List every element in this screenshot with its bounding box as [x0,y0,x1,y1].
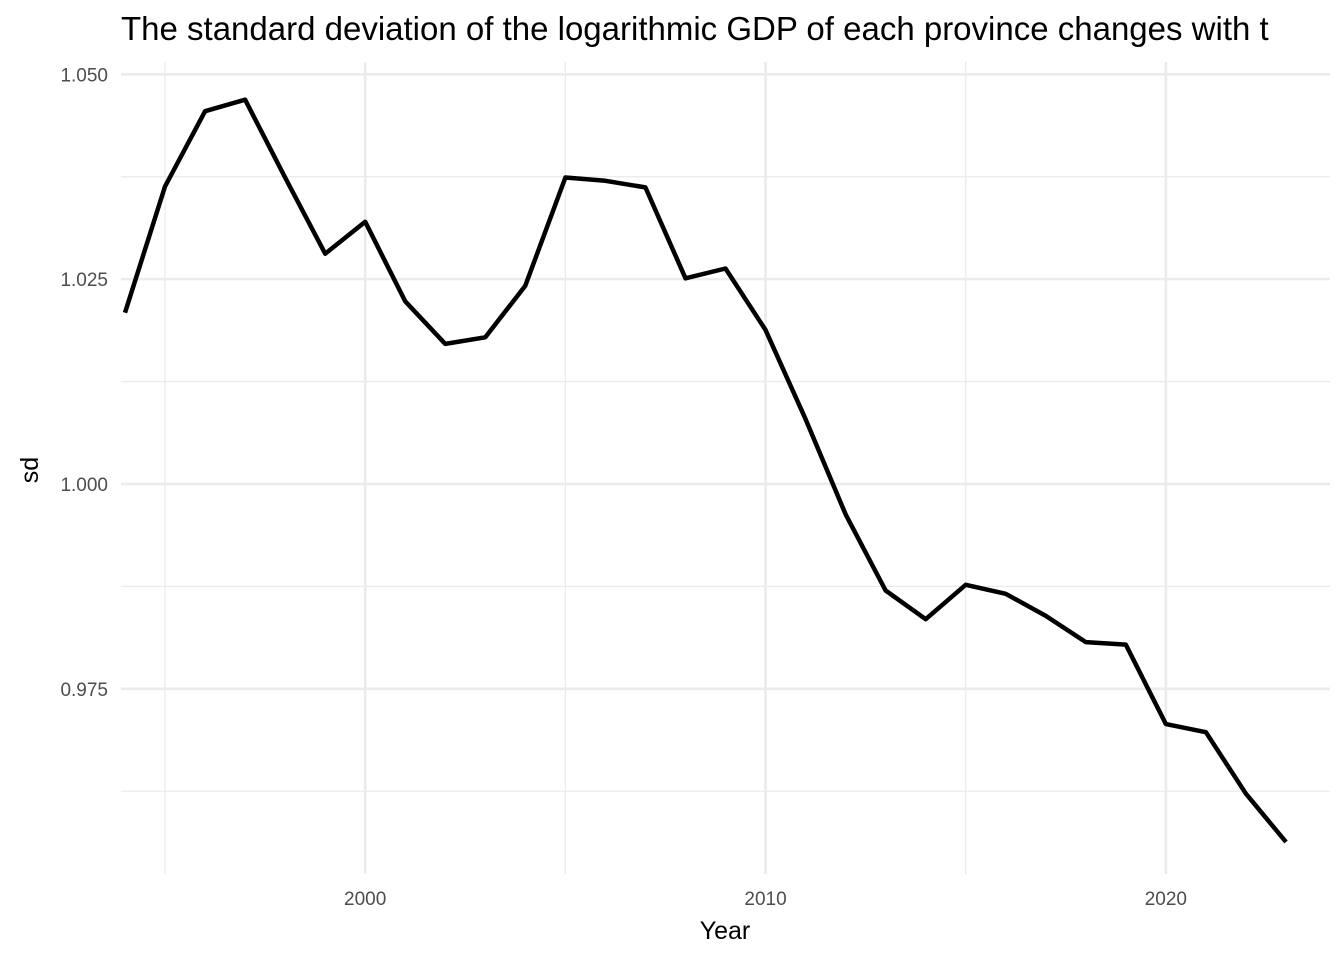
y-axis-title: sd [16,457,44,483]
x-tick-label: 2010 [744,889,786,910]
x-axis-title: Year [700,917,751,945]
y-tick-labels: 0.975 1.000 1.025 1.050 [60,65,108,701]
series-group [122,97,1288,844]
x-tick-label: 2000 [344,889,386,910]
y-tick-label: 1.025 [60,270,108,291]
y-tick-label: 0.975 [60,680,108,701]
major-gridlines [121,62,1330,874]
x-tick-label: 2020 [1145,889,1187,910]
y-tick-label: 1.000 [60,475,108,496]
minor-gridlines [121,62,1330,874]
series-line [122,97,1288,844]
chart-title: The standard deviation of the logarithmi… [121,10,1269,47]
y-tick-label: 1.050 [60,65,108,86]
x-tick-labels: 2000 2010 2020 [344,889,1187,910]
